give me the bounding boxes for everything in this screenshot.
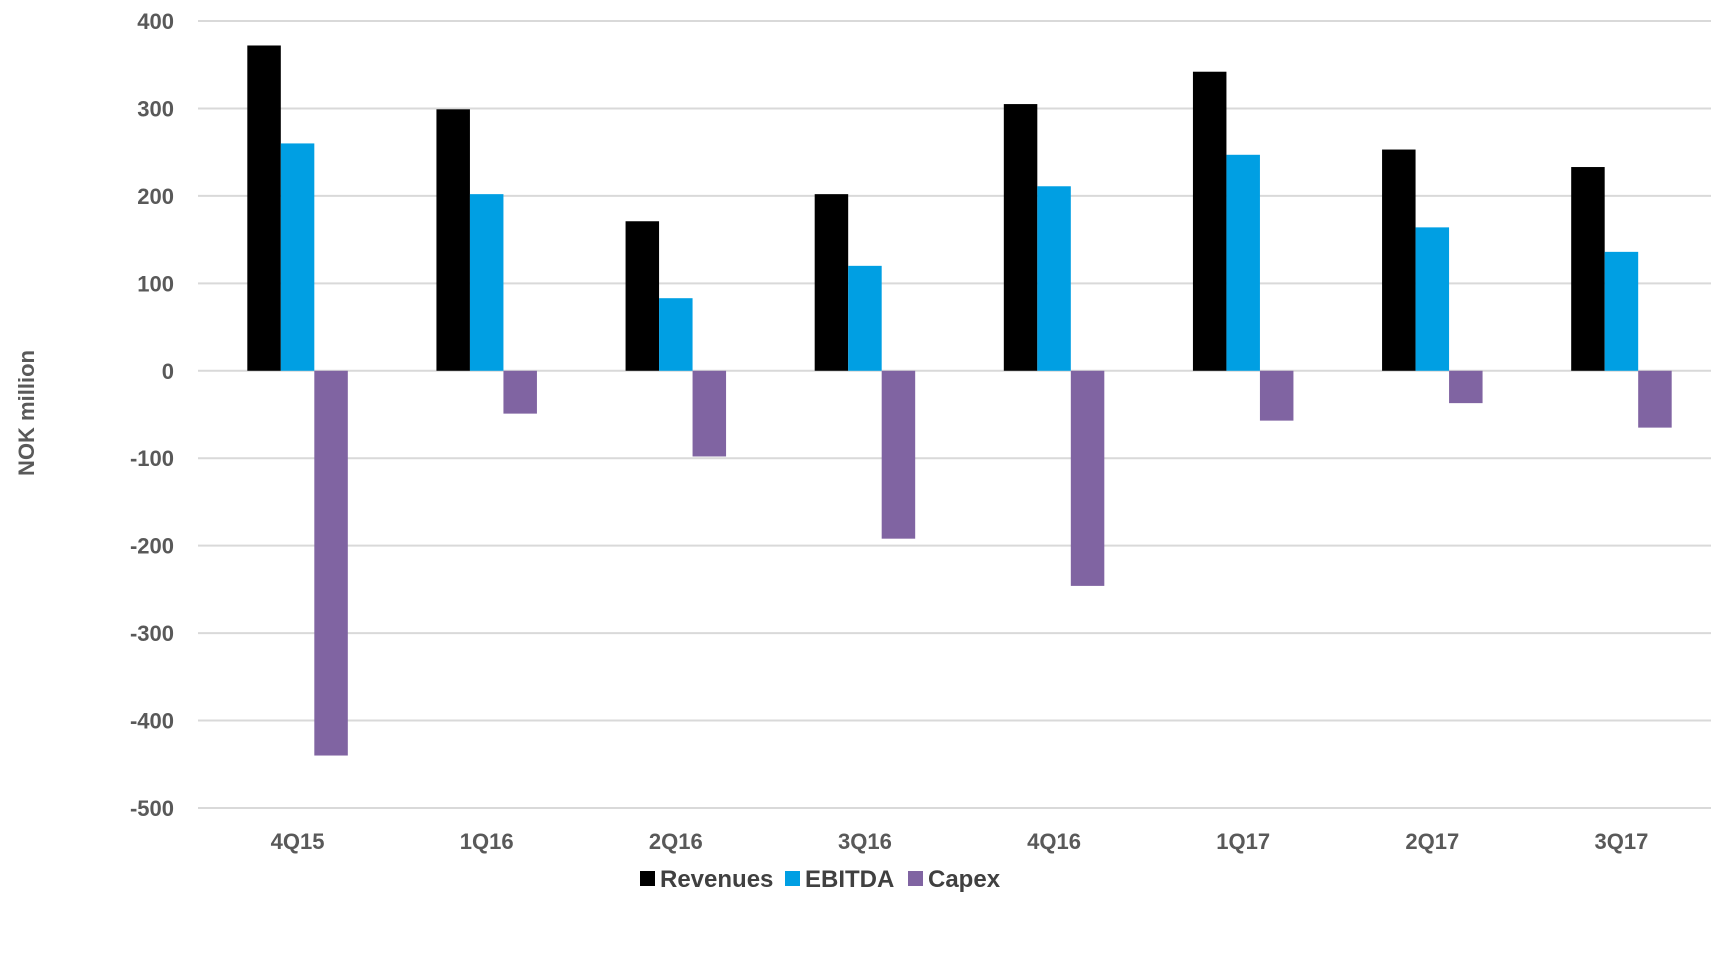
x-tick-label: 1Q16 bbox=[460, 829, 514, 854]
bar-capex-1q16 bbox=[503, 370, 537, 414]
y-tick-label: 100 bbox=[137, 271, 174, 296]
x-tick-label: 3Q17 bbox=[1595, 829, 1649, 854]
bar-ebitda-1q17 bbox=[1226, 154, 1260, 371]
bar-capex-1q17 bbox=[1259, 370, 1294, 421]
legend-label-revenues: Revenues bbox=[660, 866, 773, 893]
legend-label-ebitda: EBITDA bbox=[805, 866, 894, 893]
legend-swatch-ebitda bbox=[785, 871, 800, 886]
x-tick-label: 1Q17 bbox=[1216, 829, 1270, 854]
bar-ebitda-4q15 bbox=[280, 143, 315, 371]
y-tick-label: 300 bbox=[137, 96, 174, 121]
bar-ebitda-2q17 bbox=[1415, 227, 1450, 371]
legend-swatch-capex bbox=[908, 871, 923, 886]
y-tick-label: -300 bbox=[130, 621, 174, 646]
bar-ebitda-4q16 bbox=[1037, 186, 1071, 371]
bar-revenues-2q16 bbox=[625, 221, 660, 371]
legend-label-capex: Capex bbox=[928, 866, 1001, 893]
x-tick-label: 2Q16 bbox=[649, 829, 703, 854]
y-tick-labels: -500 -400 -300 -200 -100 0 100 200 300 400 bbox=[130, 9, 174, 821]
y-tick-label: 400 bbox=[137, 9, 174, 34]
bar-ebitda-3q17 bbox=[1604, 251, 1639, 371]
bar-capex-4q15 bbox=[314, 370, 348, 756]
x-tick-label: 4Q16 bbox=[1027, 829, 1081, 854]
bar-revenues-4q16 bbox=[1003, 104, 1038, 371]
bar-ebitda-3q16 bbox=[848, 265, 882, 371]
y-tick-label: -200 bbox=[130, 534, 174, 559]
y-axis-title: NOK million bbox=[14, 350, 39, 476]
bar-capex-2q17 bbox=[1449, 370, 1483, 404]
legend: Revenues EBITDA Capex bbox=[640, 866, 1001, 893]
y-tick-label: 0 bbox=[162, 359, 174, 384]
y-tick-label: -100 bbox=[130, 446, 174, 471]
bar-revenues-1q17 bbox=[1192, 71, 1227, 371]
legend-swatch-revenues bbox=[640, 871, 655, 886]
y-tick-label: -400 bbox=[130, 709, 174, 734]
y-tick-label: -500 bbox=[130, 796, 174, 821]
bar-revenues-4q15 bbox=[247, 45, 281, 371]
bar-revenues-3q17 bbox=[1571, 167, 1605, 371]
x-tick-label: 3Q16 bbox=[838, 829, 892, 854]
bar-revenues-2q17 bbox=[1382, 149, 1416, 371]
bars bbox=[247, 45, 1672, 756]
gridlines bbox=[198, 20, 1711, 809]
bar-revenues-1q16 bbox=[436, 109, 470, 371]
bar-capex-3q17 bbox=[1638, 370, 1672, 428]
x-tick-labels: 4Q15 1Q16 2Q16 3Q16 4Q16 1Q17 2Q17 3Q17 bbox=[271, 829, 1649, 854]
bar-capex-2q16 bbox=[692, 370, 727, 457]
bar-ebitda-2q16 bbox=[659, 298, 693, 371]
bar-ebitda-1q16 bbox=[469, 194, 504, 371]
bar-capex-4q16 bbox=[1070, 370, 1105, 586]
x-tick-label: 2Q17 bbox=[1405, 829, 1459, 854]
y-tick-label: 200 bbox=[137, 184, 174, 209]
x-tick-label: 4Q15 bbox=[271, 829, 325, 854]
bar-capex-3q16 bbox=[881, 370, 916, 539]
bar-revenues-3q16 bbox=[814, 194, 849, 371]
